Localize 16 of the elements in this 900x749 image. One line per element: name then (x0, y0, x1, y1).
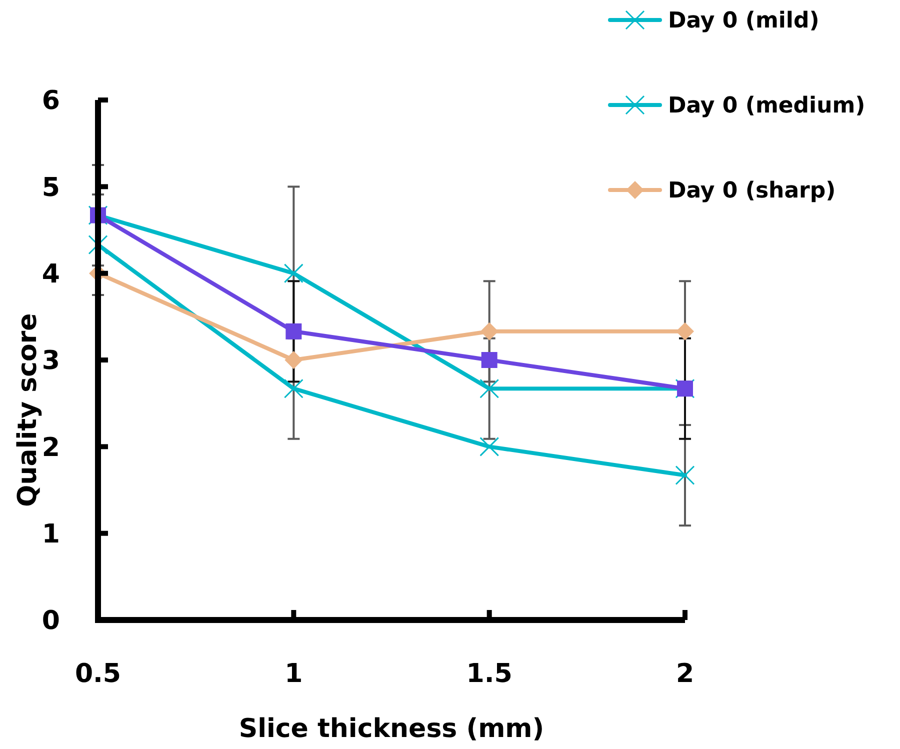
x-tick-label: 1 (284, 659, 303, 689)
x-tick-label: 0.5 (74, 659, 122, 689)
x-tick-label: 2 (676, 659, 694, 689)
legend-label: Day 0 (sharp) (668, 178, 836, 204)
legend-label: Day 0 (medium) (668, 94, 866, 119)
y-tick-label: 1 (42, 519, 60, 550)
y-tick-label: 4 (42, 259, 60, 290)
x-tick-label: 1.5 (466, 659, 512, 689)
y-tick-label: 5 (42, 172, 60, 203)
y-tick-label: 3 (42, 346, 60, 376)
y-tick-label: 6 (42, 86, 60, 116)
legend-label: Day 0 (mild) (668, 8, 820, 34)
x-axis-title: Slice thickness (mm) (238, 714, 544, 744)
y-axis-title: Quality score (13, 313, 43, 507)
y-tick-label: 0 (42, 606, 60, 636)
y-tick-label: 2 (42, 432, 60, 463)
